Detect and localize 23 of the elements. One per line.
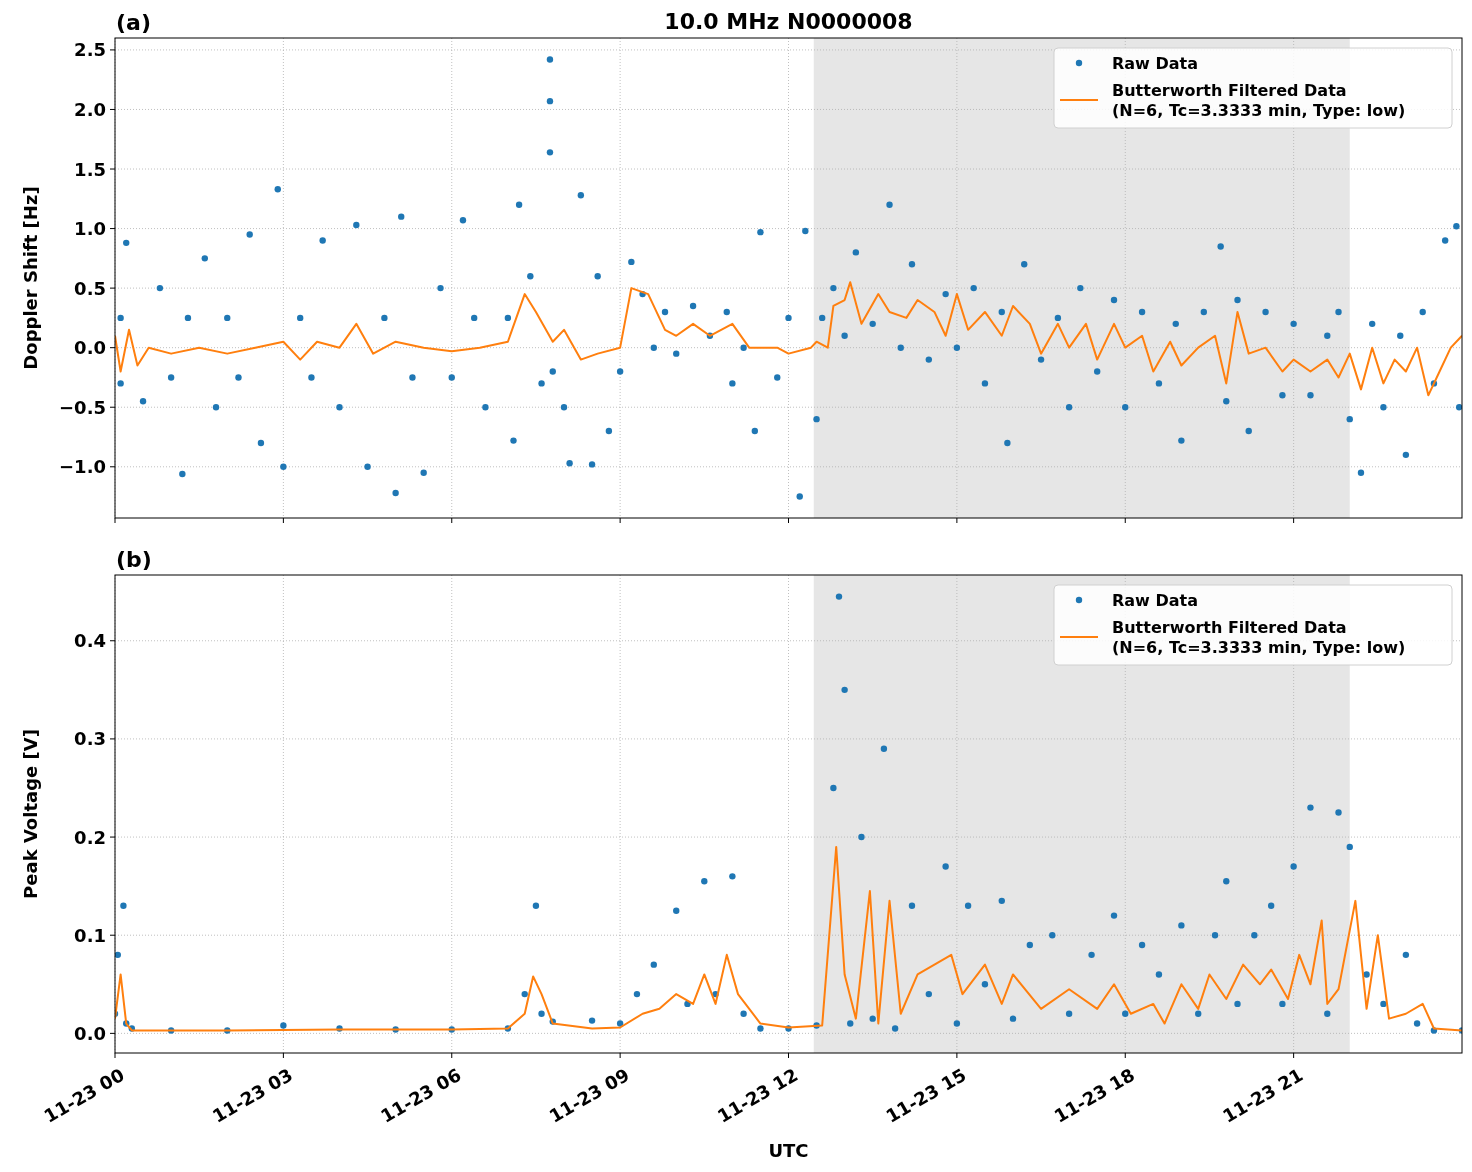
legend-label: Raw Data bbox=[1112, 53, 1198, 73]
y-tick-label: 0.5 bbox=[74, 277, 106, 299]
y-tick-label: 1.0 bbox=[74, 218, 106, 240]
y-tick-label: 1.5 bbox=[74, 158, 106, 180]
y-tick-label: 0.2 bbox=[74, 826, 106, 848]
y-tick-label: 0.3 bbox=[74, 728, 106, 750]
y-tick-label: 0.4 bbox=[74, 630, 106, 652]
chart-title: 10.0 MHz N0000008 bbox=[664, 9, 913, 34]
y-tick-label: 2.0 bbox=[74, 98, 106, 120]
text: (b) bbox=[116, 547, 152, 572]
legend-label: Raw Data bbox=[1112, 590, 1198, 610]
y-axis-title: Peak Voltage [V] bbox=[20, 729, 41, 899]
text: (a) bbox=[116, 10, 151, 35]
y-tick-label: 0.1 bbox=[74, 924, 106, 946]
y-axis-title: Doppler Shift [Hz] bbox=[20, 186, 41, 370]
y-tick-label: −0.5 bbox=[59, 396, 106, 418]
y-tick-label: −1.0 bbox=[59, 456, 106, 478]
y-tick-label: 0.0 bbox=[74, 337, 106, 359]
y-tick-label: 0.0 bbox=[74, 1022, 106, 1044]
y-tick-label: 2.5 bbox=[74, 39, 106, 61]
legend-label: Butterworth Filtered Data (N=6, Tc=3.3333 min, Type: low) bbox=[1112, 617, 1406, 657]
legend-label: Butterworth Filtered Data (N=6, Tc=3.3333 min, Type: low) bbox=[1112, 80, 1406, 120]
x-axis-title: UTC bbox=[768, 1140, 809, 1161]
